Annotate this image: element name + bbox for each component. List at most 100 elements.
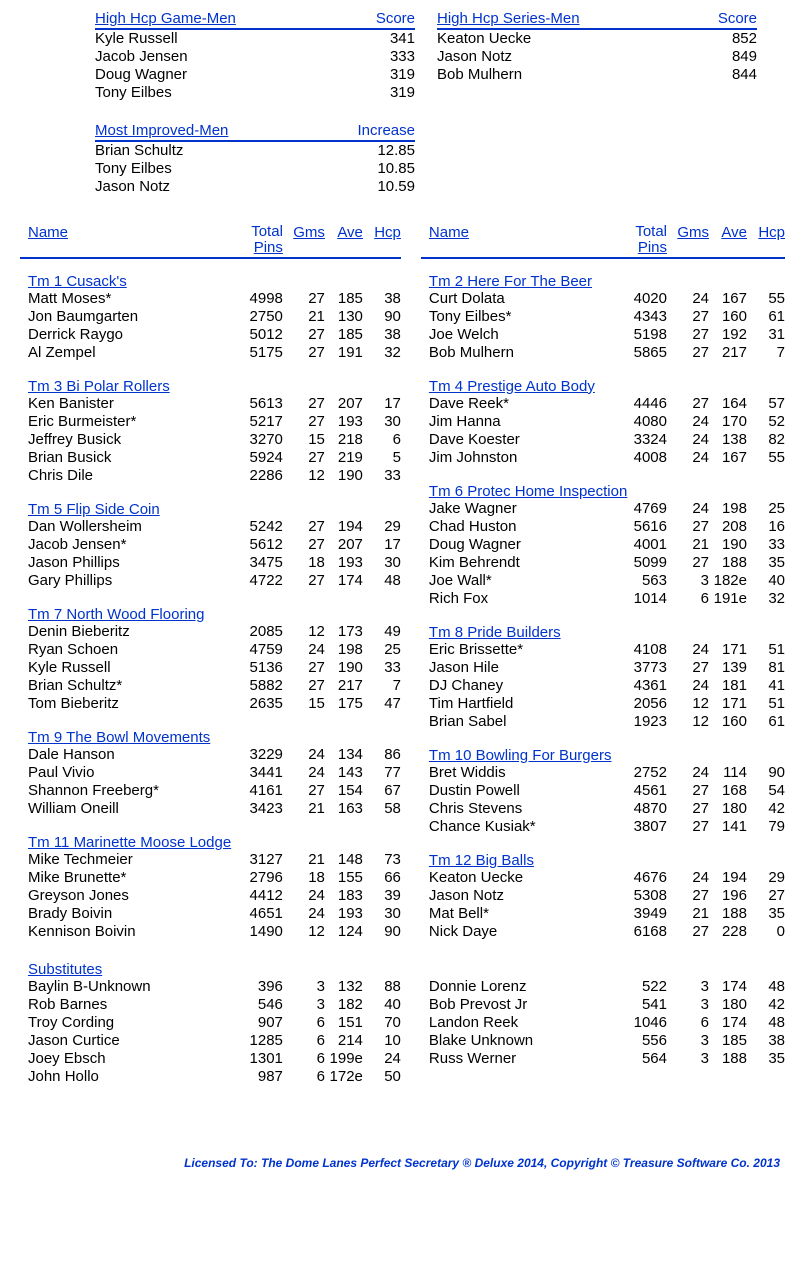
player-gms: 27 <box>283 536 325 554</box>
player-hcp: 35 <box>747 905 785 923</box>
player-name: Jason Notz <box>437 48 512 66</box>
player-name: Tim Hartfield <box>421 695 619 713</box>
player-hcp: 30 <box>363 905 401 923</box>
player-row: Mike Techmeier31272114873 <box>20 851 401 869</box>
player-pins: 1046 <box>619 1014 667 1032</box>
player-gms: 21 <box>283 851 325 869</box>
player-value: 12.85 <box>377 142 415 160</box>
player-ave: 191e <box>709 590 747 608</box>
player-ave: 168 <box>709 782 747 800</box>
player-gms: 12 <box>283 623 325 641</box>
player-name: Tom Bieberitz <box>20 695 235 713</box>
player-ave: 188 <box>709 905 747 923</box>
hcp-series-score-label: Score <box>718 10 757 27</box>
player-row: Derrick Raygo50122718538 <box>20 326 401 344</box>
player-ave: 182e <box>709 572 747 590</box>
player-name: Brian Busick <box>20 449 235 467</box>
col-name: Name <box>20 224 235 256</box>
subs-right: Donnie Lorenz522317448Bob Prevost Jr5413… <box>421 978 785 1086</box>
player-gms: 21 <box>667 905 709 923</box>
player-row: Baylin B-Unknown396313288 <box>20 978 401 996</box>
player-gms: 27 <box>667 800 709 818</box>
player-gms: 3 <box>283 996 325 1014</box>
player-hcp: 10 <box>363 1032 401 1050</box>
player-hcp: 35 <box>747 554 785 572</box>
player-pins: 3773 <box>619 659 667 677</box>
top-row-item: Jason Notz849 <box>437 48 757 66</box>
player-ave: 151 <box>325 1014 363 1032</box>
player-ave: 194 <box>709 869 747 887</box>
player-gms: 24 <box>283 746 325 764</box>
player-row: Joe Welch51982719231 <box>421 326 785 344</box>
team-block: Tm 3 Bi Polar RollersKen Banister5613272… <box>20 378 401 485</box>
player-row: Landon Reek1046617448 <box>421 1014 785 1032</box>
player-hcp: 90 <box>363 923 401 941</box>
player-row: Dan Wollersheim52422719429 <box>20 518 401 536</box>
player-name: Brian Schultz* <box>20 677 235 695</box>
player-pins: 564 <box>619 1050 667 1068</box>
player-hcp: 40 <box>363 996 401 1014</box>
player-gms: 3 <box>667 996 709 1014</box>
player-hcp: 52 <box>747 413 785 431</box>
player-row: Chad Huston56162720816 <box>421 518 785 536</box>
player-name: Doug Wagner <box>95 66 187 84</box>
player-hcp: 24 <box>363 1050 401 1068</box>
player-name: Dave Reek* <box>421 395 619 413</box>
player-row: Jacob Jensen*56122720717 <box>20 536 401 554</box>
high-hcp-game-box: High Hcp Game-Men Score Kyle Russell341J… <box>95 10 415 102</box>
high-hcp-series-box: High Hcp Series-Men Score Keaton Uecke85… <box>437 10 757 102</box>
player-row: Keaton Uecke46762419429 <box>421 869 785 887</box>
player-row: Russ Werner564318835 <box>421 1050 785 1068</box>
player-pins: 1301 <box>235 1050 283 1068</box>
player-name: Doug Wagner <box>421 536 619 554</box>
player-pins: 5136 <box>235 659 283 677</box>
player-gms: 24 <box>283 641 325 659</box>
player-hcp: 81 <box>747 659 785 677</box>
most-improved-box: Most Improved-Men Increase Brian Schultz… <box>95 122 415 196</box>
player-pins: 4870 <box>619 800 667 818</box>
player-row: Eric Burmeister*52172719330 <box>20 413 401 431</box>
player-name: Eric Burmeister* <box>20 413 235 431</box>
footer-text: Licensed To: The Dome Lanes Perfect Secr… <box>15 1156 785 1170</box>
team-title: Tm 1 Cusack's <box>20 273 401 290</box>
player-pins: 4008 <box>619 449 667 467</box>
player-row: Tim Hartfield20561217151 <box>421 695 785 713</box>
hcp-series-title: High Hcp Series-Men <box>437 10 580 27</box>
player-gms: 27 <box>283 659 325 677</box>
player-gms: 24 <box>667 641 709 659</box>
player-hcp: 32 <box>363 344 401 362</box>
player-pins: 4561 <box>619 782 667 800</box>
player-name: Bob Mulhern <box>421 344 619 362</box>
player-gms: 27 <box>283 290 325 308</box>
player-pins: 546 <box>235 996 283 1014</box>
player-name: Chris Dile <box>20 467 235 485</box>
player-pins: 987 <box>235 1068 283 1086</box>
player-gms: 24 <box>283 887 325 905</box>
player-pins: 2056 <box>619 695 667 713</box>
player-name: Keaton Uecke <box>421 869 619 887</box>
player-hcp: 55 <box>747 449 785 467</box>
player-ave: 160 <box>709 713 747 731</box>
player-row: Joey Ebsch13016199e24 <box>20 1050 401 1068</box>
player-name: Keaton Uecke <box>437 30 531 48</box>
player-ave: 183 <box>325 887 363 905</box>
player-gms: 24 <box>667 869 709 887</box>
player-hcp: 40 <box>747 572 785 590</box>
player-row: Troy Cording907615170 <box>20 1014 401 1032</box>
player-row: Bret Widdis27522411490 <box>421 764 785 782</box>
player-row: Kim Behrendt50992718835 <box>421 554 785 572</box>
player-name: Curt Dolata <box>421 290 619 308</box>
player-hcp: 5 <box>363 449 401 467</box>
player-row: Jason Phillips34751819330 <box>20 554 401 572</box>
player-ave: 173 <box>325 623 363 641</box>
player-gms: 21 <box>283 308 325 326</box>
top-row-item: Tony Eilbes319 <box>95 84 415 102</box>
player-value: 341 <box>390 30 415 48</box>
player-gms: 27 <box>667 554 709 572</box>
player-name: Jacob Jensen <box>95 48 188 66</box>
player-hcp: 29 <box>747 869 785 887</box>
player-hcp: 38 <box>363 326 401 344</box>
improved-title: Most Improved-Men <box>95 122 228 139</box>
player-row: Greyson Jones44122418339 <box>20 887 401 905</box>
improved-rows: Brian Schultz12.85Tony Eilbes10.85Jason … <box>95 142 415 196</box>
